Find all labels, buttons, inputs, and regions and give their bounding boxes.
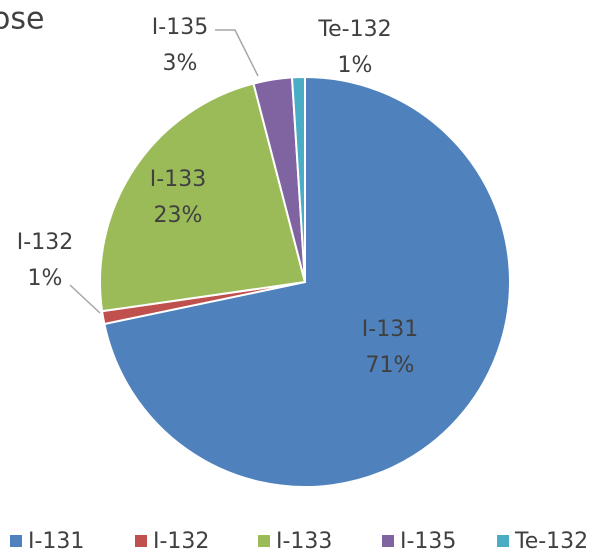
leader-line [215, 29, 259, 77]
pie-slice [290, 75, 306, 283]
chart-title: ose [0, 2, 44, 37]
slice-label-name: I-132 [17, 230, 73, 255]
legend-swatch [382, 535, 394, 547]
slice-label-name: Te-132 [317, 17, 391, 42]
slice-label-name: I-133 [150, 167, 206, 192]
slice-label-name: I-135 [152, 15, 208, 40]
legend-swatch [497, 535, 509, 547]
slice-label-value: 71% [366, 353, 415, 378]
legend-swatch [258, 535, 270, 547]
legend-swatch [135, 535, 147, 547]
leader-line [69, 284, 101, 314]
legend-label: I-131 [28, 529, 84, 554]
legend-swatch [10, 535, 22, 547]
slice-label-name: I-131 [362, 317, 418, 342]
legend-label: I-132 [153, 529, 209, 554]
pie-slice [103, 75, 511, 488]
slice-label-value: 1% [28, 266, 63, 291]
slice-label-value: 3% [163, 51, 198, 76]
legend-label: I-133 [276, 529, 332, 554]
slice-label-value: 1% [338, 53, 373, 78]
pie-slice [99, 82, 307, 313]
legend-label: I-135 [400, 529, 456, 554]
slice-label-value: 23% [154, 203, 203, 228]
legend-label: Te-132 [514, 529, 588, 554]
